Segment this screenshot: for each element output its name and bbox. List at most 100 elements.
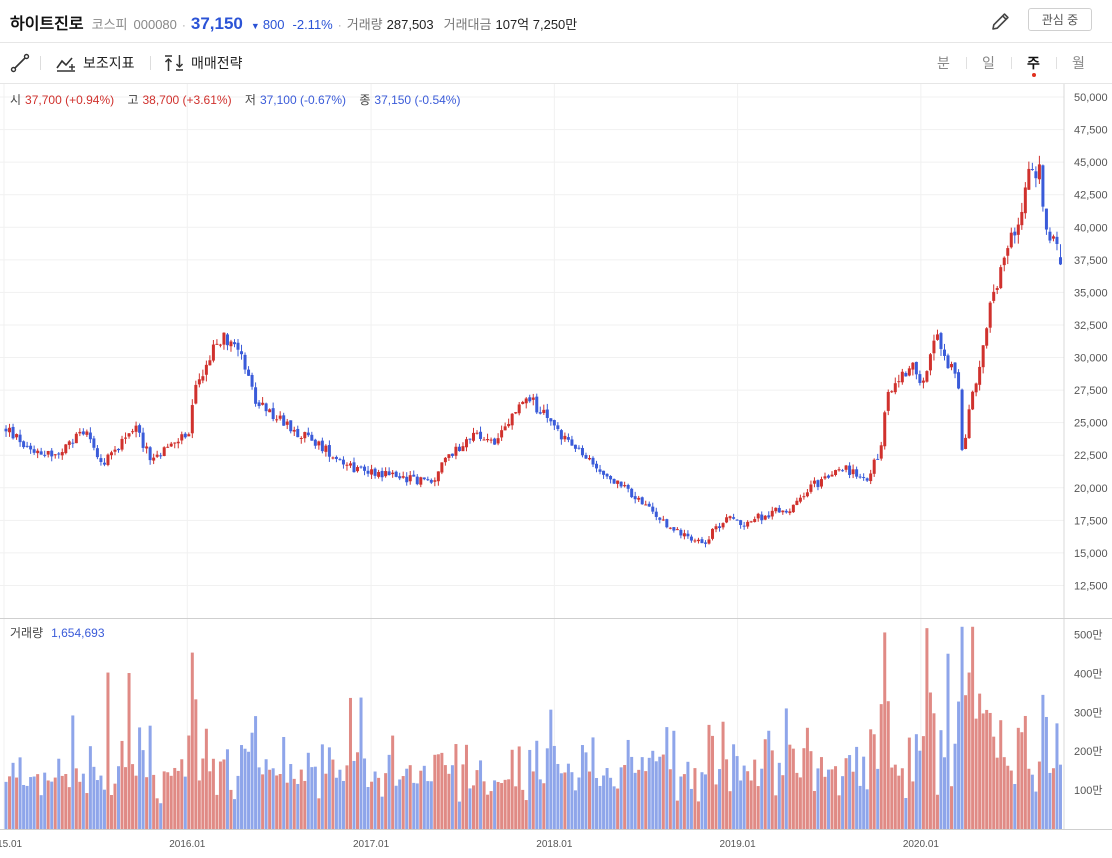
candle-body — [341, 459, 345, 465]
indicator-button[interactable]: 보조지표 — [55, 52, 135, 74]
volume-bar — [619, 767, 623, 829]
candle-body — [911, 362, 915, 370]
price-change-value: 800 — [262, 17, 285, 32]
period-week-tab[interactable]: 주 — [1027, 55, 1040, 71]
candle-body — [791, 504, 795, 513]
candle-body — [935, 334, 939, 340]
volume-bar — [946, 653, 950, 829]
volume-bar — [440, 752, 444, 829]
candle-body — [661, 519, 665, 521]
candle-body — [180, 434, 184, 441]
edit-pencil-icon[interactable] — [989, 9, 1013, 33]
candle-body — [134, 425, 138, 432]
candle-body — [327, 445, 331, 457]
period-divider — [1011, 57, 1012, 69]
candle-body — [714, 526, 718, 530]
draw-line-tool[interactable] — [10, 52, 36, 74]
volume-bar — [623, 765, 627, 829]
volume-bar — [556, 763, 560, 829]
volume-bar — [640, 757, 644, 829]
candle-body — [138, 425, 142, 433]
volume-bar — [1034, 791, 1038, 829]
volume-bar — [675, 800, 679, 829]
candle-body — [556, 425, 560, 430]
candle-body — [412, 474, 416, 477]
volume-bar — [194, 699, 198, 829]
volume-bar — [865, 789, 869, 829]
candle-body — [890, 391, 894, 393]
candle-body — [57, 453, 61, 455]
volume-bar — [479, 760, 483, 829]
close-value: 37,150 (-0.54%) — [374, 93, 461, 107]
volume-bar — [215, 794, 219, 829]
strategy-label: 매매전략 — [191, 55, 243, 71]
candle-body — [637, 497, 641, 500]
volume-bar — [292, 778, 296, 829]
volume-bar — [735, 756, 739, 829]
candle-body — [141, 432, 145, 448]
volume-bar — [535, 740, 539, 829]
candle-body — [102, 462, 106, 465]
candle-body — [644, 504, 648, 506]
strategy-button[interactable]: 매매전략 — [163, 52, 243, 74]
candle-body — [595, 463, 599, 469]
volume-bar — [310, 767, 314, 829]
candle-body — [566, 437, 570, 440]
price-change: ▼ 800 — [251, 17, 285, 32]
candle-body — [707, 539, 711, 544]
candle-body — [331, 457, 335, 459]
candle-body — [32, 449, 36, 453]
candle-body — [74, 433, 78, 444]
volume-bar — [848, 755, 852, 829]
volume-bar — [1020, 732, 1024, 829]
candle-body — [201, 376, 205, 381]
candle-body — [415, 476, 419, 485]
candle-body — [275, 419, 279, 421]
volume-bar — [749, 780, 753, 829]
candle-body — [401, 476, 405, 478]
volume-bar — [841, 776, 845, 829]
volume-bar — [1002, 757, 1006, 829]
volume-bar — [1041, 694, 1045, 829]
candle-body — [1013, 231, 1017, 236]
price-tick-label: 25,000 — [1074, 418, 1108, 430]
candle-body — [4, 428, 8, 432]
volume-bar — [886, 701, 890, 829]
volume-bar — [4, 781, 8, 829]
candle-body — [570, 439, 574, 446]
candle-body — [897, 381, 901, 383]
volume-bar — [559, 773, 563, 829]
volume-bar — [211, 758, 215, 829]
candle-body — [454, 446, 458, 456]
volume-bar — [447, 773, 451, 829]
price-tick-label: 27,500 — [1074, 385, 1108, 397]
candle-body — [60, 452, 64, 456]
volume-bar — [573, 790, 577, 829]
candle-body — [419, 477, 423, 485]
period-minute-tab[interactable]: 분 — [937, 55, 950, 71]
volume-bar — [616, 788, 620, 829]
candle-body — [732, 517, 736, 519]
candle-body — [345, 464, 349, 466]
volume-bar — [303, 780, 307, 829]
volume-bar — [482, 781, 486, 829]
watchlist-button[interactable]: 관심 중 — [1028, 8, 1092, 31]
period-day-tab[interactable]: 일 — [982, 55, 995, 71]
period-divider — [1056, 57, 1057, 69]
volume-bar — [320, 744, 324, 829]
candle-body — [739, 520, 743, 526]
stock-name[interactable]: 하이트진로 — [10, 16, 84, 33]
candle-body — [507, 423, 511, 427]
candle-body — [482, 439, 486, 441]
volume-bar — [127, 673, 131, 829]
candle-body — [693, 540, 697, 542]
volume-bar — [584, 752, 588, 829]
candle-body — [240, 351, 244, 355]
volume-bar — [285, 782, 289, 829]
period-month-tab[interactable]: 월 — [1072, 55, 1085, 71]
candle-body — [809, 484, 813, 492]
volume-bar — [11, 762, 15, 829]
volume-bar — [644, 771, 648, 829]
candle-body — [573, 444, 577, 449]
